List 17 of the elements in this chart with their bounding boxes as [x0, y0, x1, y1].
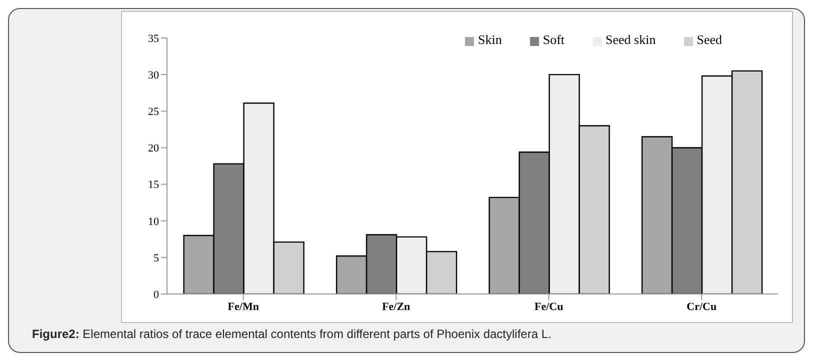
y-tick-label: 15	[148, 179, 160, 192]
y-tick-label: 25	[148, 106, 160, 118]
caption: Figure2: Elemental ratios of trace elemental contents from different parts of Phoenix dactylifera L.	[32, 327, 552, 341]
x-tick-label: Cr/Cu	[686, 300, 717, 313]
y-tick-label: 35	[148, 32, 160, 45]
y-tick-label: 0	[154, 288, 160, 301]
legend-label: Soft	[542, 32, 565, 47]
x-tick-label: Fe/Zn	[382, 300, 410, 313]
y-tick-label: 20	[148, 142, 160, 155]
y-tick-label: 5	[154, 252, 160, 264]
x-tick-label: Fe/Mn	[228, 300, 259, 313]
x-tick-label: Fe/Cu	[534, 300, 564, 313]
y-tick-label: 10	[148, 216, 160, 228]
y-tick-label: 30	[148, 69, 160, 82]
legend-label: Skin	[478, 32, 502, 47]
legend-label: Seed skin	[606, 32, 656, 47]
legend-label: Seed	[696, 32, 722, 47]
